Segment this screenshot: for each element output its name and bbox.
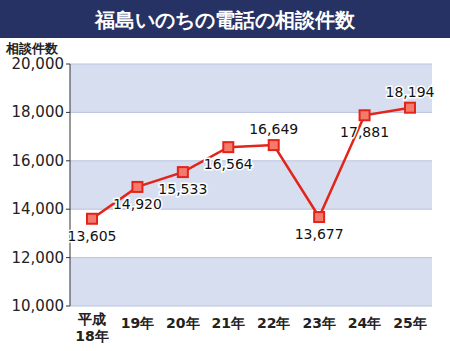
marker (87, 214, 97, 224)
y-tick (66, 64, 70, 65)
data-label: 16,564 (204, 156, 253, 172)
marker (314, 212, 324, 222)
y-tick-label: 12,000 (12, 249, 65, 267)
x-tick-label: 24年 (348, 315, 381, 331)
x-tick-label: 23年 (302, 315, 335, 331)
marker (360, 110, 370, 120)
y-axis-line (70, 64, 71, 306)
x-tick-label: 19年 (121, 315, 154, 331)
y-tick-label: 16,000 (12, 152, 65, 170)
marker (223, 142, 233, 152)
x-tick-label: 20年 (166, 315, 199, 331)
title-bar (0, 0, 450, 38)
y-tick-label: 20,000 (12, 55, 65, 73)
x-tick-label: 平成18年 (75, 311, 108, 344)
y-axis-title: 相談件数 (5, 41, 59, 56)
data-label: 13,605 (68, 228, 117, 244)
x-tick-label: 21年 (212, 315, 245, 331)
data-label: 18,194 (386, 84, 435, 100)
marker (178, 167, 188, 177)
grid-line (70, 257, 432, 258)
marker (269, 140, 279, 150)
y-tick-label: 10,000 (12, 297, 65, 315)
y-tick (66, 306, 70, 307)
line (92, 108, 410, 219)
grid-band (70, 258, 432, 306)
data-label: 15,533 (158, 181, 207, 197)
y-tick (66, 257, 70, 258)
x-tick-label: 25年 (393, 315, 426, 331)
y-tick (66, 160, 70, 161)
marker (405, 103, 415, 113)
y-tick-label: 18,000 (12, 103, 65, 121)
title: 福島いのちの電話の相談件数 (94, 8, 356, 32)
marker (132, 182, 142, 192)
y-tick-label: 14,000 (12, 200, 65, 218)
data-label: 14,920 (113, 196, 162, 212)
plot-marks (87, 103, 415, 224)
x-tick-label: 22年 (257, 315, 290, 331)
data-label: 13,677 (295, 226, 344, 242)
data-label: 17,881 (340, 124, 389, 140)
grid-band (70, 64, 432, 112)
y-tick (66, 209, 70, 210)
grid-line (70, 306, 432, 307)
data-label: 16,649 (249, 121, 298, 137)
y-tick (66, 112, 70, 113)
grid-line (70, 64, 432, 65)
